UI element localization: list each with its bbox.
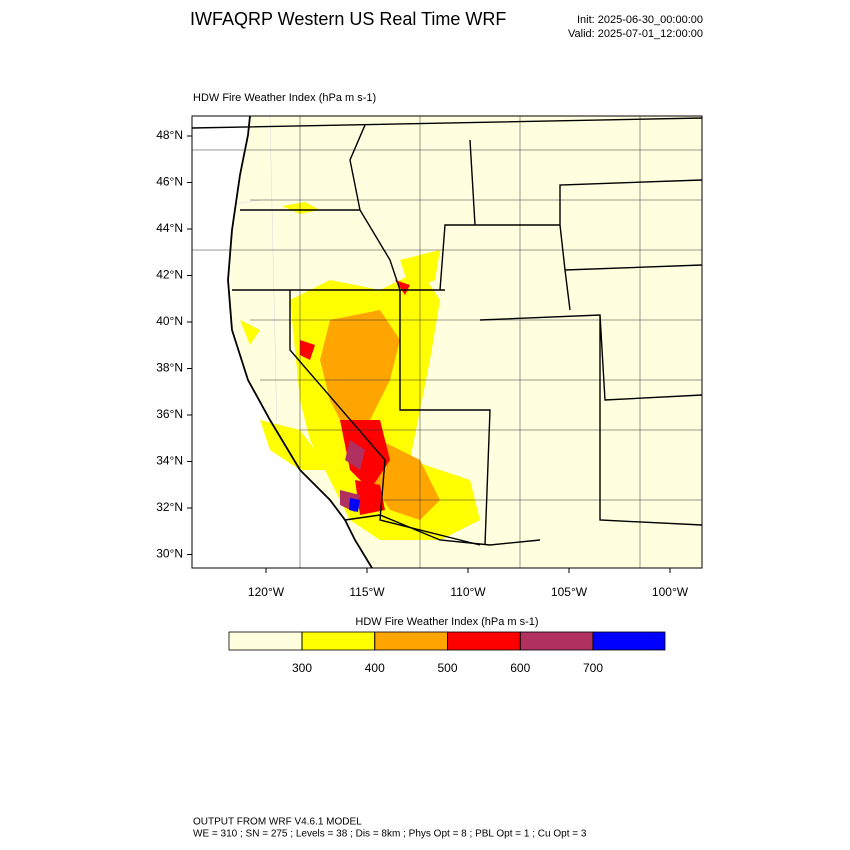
colorbar-label: 400	[365, 661, 385, 675]
colorbar: 300 400 500 600 700	[228, 631, 666, 675]
colorbar-swatch	[592, 631, 666, 651]
colorbar-swatch	[447, 631, 521, 651]
county-lines	[192, 116, 702, 568]
lon-label: 105°W	[551, 585, 588, 599]
colorbar-swatch	[228, 631, 303, 651]
colorbar-swatch	[301, 631, 376, 651]
colorbar-swatch	[374, 631, 448, 651]
map-content	[192, 116, 702, 568]
footer-line: WE = 310 ; SN = 275 ; Levels = 38 ; Dis …	[193, 829, 587, 840]
colorbar-title: HDW Fire Weather Index (hPa m s-1)	[355, 616, 538, 628]
lat-label: 46°N	[156, 175, 183, 189]
lon-label: 100°W	[652, 585, 689, 599]
lon-label: 110°W	[450, 585, 486, 599]
valid-time: Valid: 2025-07-01_12:00:00	[568, 28, 703, 40]
ocean	[192, 116, 372, 568]
lat-label: 44°N	[156, 221, 183, 235]
title: IWFAQRP Western US Real Time WRF	[190, 9, 506, 29]
footer-line: OUTPUT FROM WRF V4.6.1 MODEL	[193, 817, 362, 828]
colorbar-label: 600	[510, 661, 530, 675]
lon-label: 115°W	[349, 585, 385, 599]
lat-label: 48°N	[156, 128, 183, 142]
colorbar-label: 500	[437, 661, 457, 675]
lat-label: 42°N	[156, 268, 183, 282]
lat-label: 40°N	[156, 314, 183, 328]
lat-label: 36°N	[156, 407, 183, 421]
map-frame	[191, 115, 703, 569]
lat-label: 32°N	[156, 500, 183, 514]
state-lines	[192, 117, 702, 546]
lat-label: 34°N	[156, 454, 183, 468]
colorbar-swatch	[519, 631, 594, 651]
colorbar-label: 300	[292, 661, 312, 675]
lat-label: 30°N	[156, 547, 183, 561]
colorbar-label: 700	[583, 661, 603, 675]
lon-label: 120°W	[248, 585, 285, 599]
init-time: Init: 2025-06-30_00:00:00	[577, 14, 703, 26]
map-subtitle: HDW Fire Weather Index (hPa m s-1)	[193, 92, 376, 104]
border	[344, 514, 541, 546]
lat-label: 38°N	[156, 361, 183, 375]
